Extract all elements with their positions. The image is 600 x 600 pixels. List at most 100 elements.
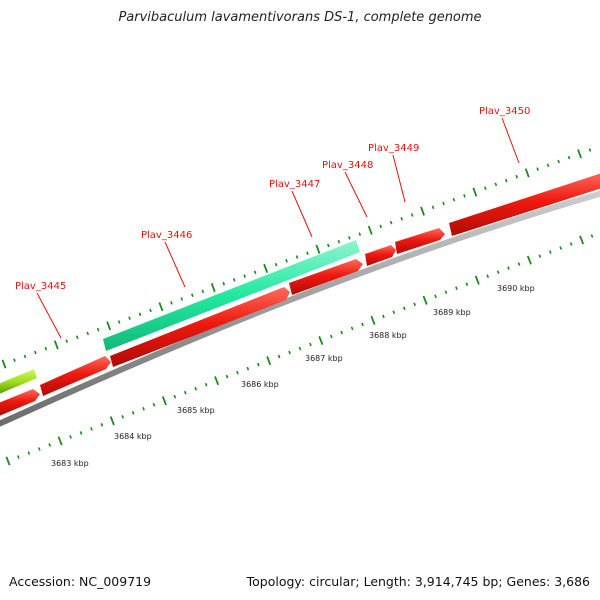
ruler-tick bbox=[367, 225, 373, 235]
outer-tick-track bbox=[1, 148, 592, 369]
ruler-tick bbox=[263, 263, 269, 274]
ruler-tick bbox=[420, 206, 425, 216]
ruler-tick bbox=[298, 346, 302, 351]
ruler-tick bbox=[567, 155, 571, 160]
ruler-tick bbox=[183, 390, 187, 395]
ruler-tick bbox=[327, 243, 330, 248]
gene-arrow[interactable] bbox=[0, 389, 40, 416]
ruler-tick bbox=[496, 270, 500, 274]
ruler-tick bbox=[306, 251, 309, 255]
gene-arrow[interactable] bbox=[0, 369, 37, 394]
kbp-label: 3684 kbp bbox=[114, 432, 152, 441]
ruler-tick bbox=[57, 436, 63, 446]
ruler-tick bbox=[232, 278, 236, 282]
kbp-label: 3688 kbp bbox=[369, 331, 407, 340]
ruler-tick bbox=[96, 327, 100, 332]
ruler-tick bbox=[256, 362, 260, 367]
gene-label[interactable]: Plav_3449 bbox=[368, 143, 419, 154]
ruler-tick bbox=[526, 255, 532, 265]
ruler-tick bbox=[34, 350, 37, 355]
ruler-tick bbox=[75, 335, 79, 340]
ruler-tick bbox=[504, 178, 508, 183]
kbp-label: 3689 kbp bbox=[433, 308, 471, 317]
ruler-tick bbox=[402, 306, 406, 311]
callout-line bbox=[344, 171, 368, 218]
ruler-tick bbox=[379, 224, 383, 229]
ruler-tick bbox=[538, 254, 542, 258]
gene-label[interactable]: Plav_3445 bbox=[15, 281, 66, 292]
ruler-tick bbox=[517, 262, 521, 266]
callout-line bbox=[164, 241, 186, 288]
ruler-tick bbox=[204, 382, 208, 387]
ruler-tick bbox=[152, 402, 156, 407]
ruler-tick bbox=[246, 366, 250, 371]
gene-label[interactable]: Plav_3448 bbox=[322, 160, 373, 171]
genome-backbone bbox=[0, 190, 600, 427]
ruler-tick bbox=[201, 289, 205, 294]
gene-arrow[interactable] bbox=[110, 287, 290, 367]
ruler-tick bbox=[236, 370, 239, 375]
ruler-tick bbox=[138, 312, 142, 317]
ruler-tick bbox=[494, 182, 498, 187]
gene-arrow[interactable] bbox=[40, 356, 111, 396]
ruler-tick bbox=[214, 376, 220, 386]
gene-arrow-plav-3446[interactable] bbox=[103, 240, 360, 351]
gene-arrow-plav-3448[interactable] bbox=[365, 245, 396, 266]
ruler-tick bbox=[158, 302, 164, 312]
ruler-tick bbox=[546, 163, 550, 168]
gene-track bbox=[0, 172, 600, 416]
callout-line bbox=[501, 117, 520, 164]
kbp-label: 3690 kbp bbox=[497, 284, 535, 293]
ruler-tick bbox=[1, 359, 7, 369]
ruler-tick bbox=[389, 220, 393, 225]
kbp-label: 3683 kbp bbox=[51, 459, 89, 468]
gene-label[interactable]: Plav_3450 bbox=[479, 106, 530, 117]
ruler-tick bbox=[253, 270, 257, 275]
ruler-tick bbox=[465, 282, 469, 286]
gene-label[interactable]: Plav_3446 bbox=[141, 230, 192, 241]
ruler-tick bbox=[131, 411, 135, 415]
ruler-tick bbox=[559, 246, 563, 250]
ruler-tick bbox=[86, 331, 90, 336]
ruler-tick bbox=[65, 339, 69, 343]
ruler-tick bbox=[27, 451, 31, 455]
ruler-tick bbox=[350, 326, 354, 331]
ruler-tick bbox=[455, 286, 458, 290]
ruler-tick bbox=[452, 197, 456, 202]
kbp-label: 3687 kbp bbox=[305, 354, 343, 363]
gene-arrow-plav-3447[interactable] bbox=[289, 259, 363, 295]
ruler-tick bbox=[442, 201, 445, 206]
ruler-tick bbox=[191, 293, 194, 297]
ruler-tick bbox=[23, 354, 27, 359]
ruler-tick bbox=[69, 435, 72, 439]
ruler-tick bbox=[210, 282, 216, 293]
ruler-tick bbox=[524, 168, 530, 178]
kbp-labels: 3683 kbp 3684 kbp 3685 kbp 3686 kbp 3687… bbox=[51, 284, 535, 468]
gene-arrow-plav-3449[interactable] bbox=[395, 228, 445, 254]
ruler-tick bbox=[13, 358, 16, 362]
ruler-tick bbox=[295, 255, 299, 259]
ruler-tick bbox=[370, 315, 376, 325]
gene-label[interactable]: Plav_3447 bbox=[269, 179, 320, 190]
ruler-tick bbox=[288, 350, 291, 355]
gene-arrow-plav-3450[interactable] bbox=[449, 172, 600, 236]
ruler-tick bbox=[484, 186, 487, 190]
ruler-tick bbox=[109, 416, 115, 426]
ruler-tick bbox=[117, 320, 121, 324]
ruler-tick bbox=[17, 455, 20, 459]
ruler-tick bbox=[285, 259, 288, 263]
ruler-tick bbox=[486, 274, 490, 278]
callout-line bbox=[392, 154, 406, 203]
ruler-tick bbox=[173, 394, 177, 399]
ruler-tick bbox=[180, 297, 184, 301]
ruler-tick bbox=[149, 308, 152, 313]
ruler-tick bbox=[37, 447, 41, 451]
callout-line bbox=[36, 292, 62, 339]
ruler-tick bbox=[337, 239, 341, 244]
ruler-tick bbox=[358, 232, 362, 236]
map-title: Parvibaculum lavamentivorans DS-1, compl… bbox=[118, 10, 482, 25]
ruler-tick bbox=[194, 386, 198, 391]
ruler-tick bbox=[48, 443, 52, 447]
ruler-tick bbox=[588, 148, 592, 152]
